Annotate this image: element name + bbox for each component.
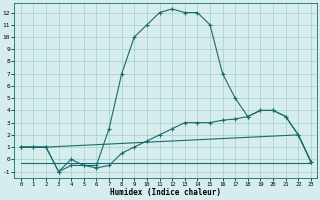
X-axis label: Humidex (Indice chaleur): Humidex (Indice chaleur) <box>110 188 221 197</box>
